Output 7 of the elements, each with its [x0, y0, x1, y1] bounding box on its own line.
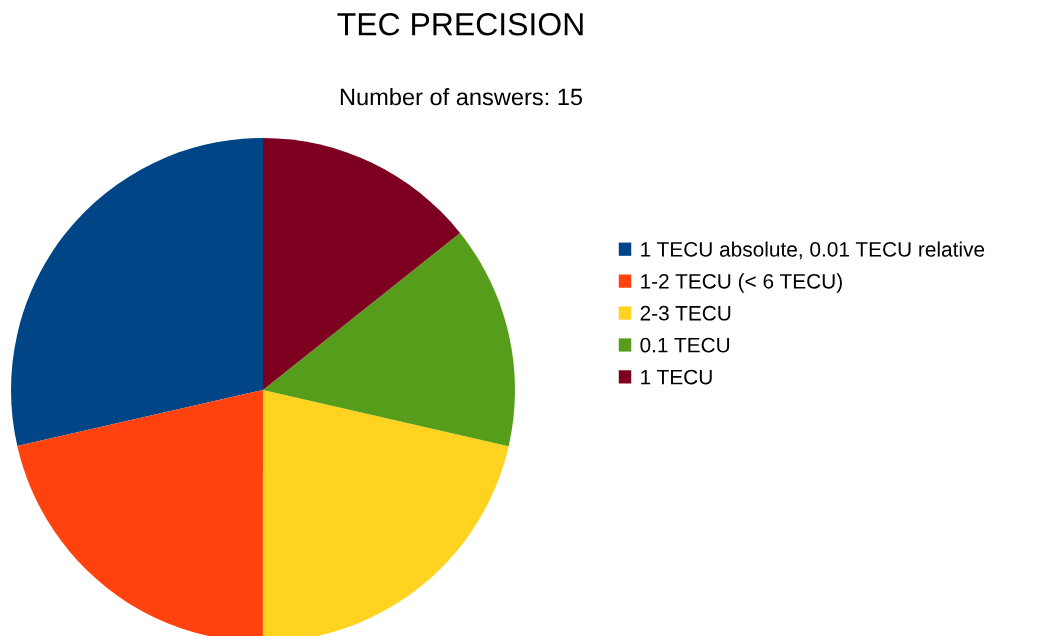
legend-label: 1 TECU absolute, 0.01 TECU relative: [641, 241, 985, 260]
legend-label: 1 TECU: [641, 369, 712, 385]
chart-title: TEC PRECISION: [337, 12, 583, 36]
legend-label: 1-2 TECU (< 6 TECU): [641, 273, 842, 293]
legend-label: 2-3 TECU: [640, 305, 731, 321]
legend-label: 0.1 TECU: [640, 337, 730, 353]
chart-subtitle: Number of answers: 15: [340, 88, 583, 106]
